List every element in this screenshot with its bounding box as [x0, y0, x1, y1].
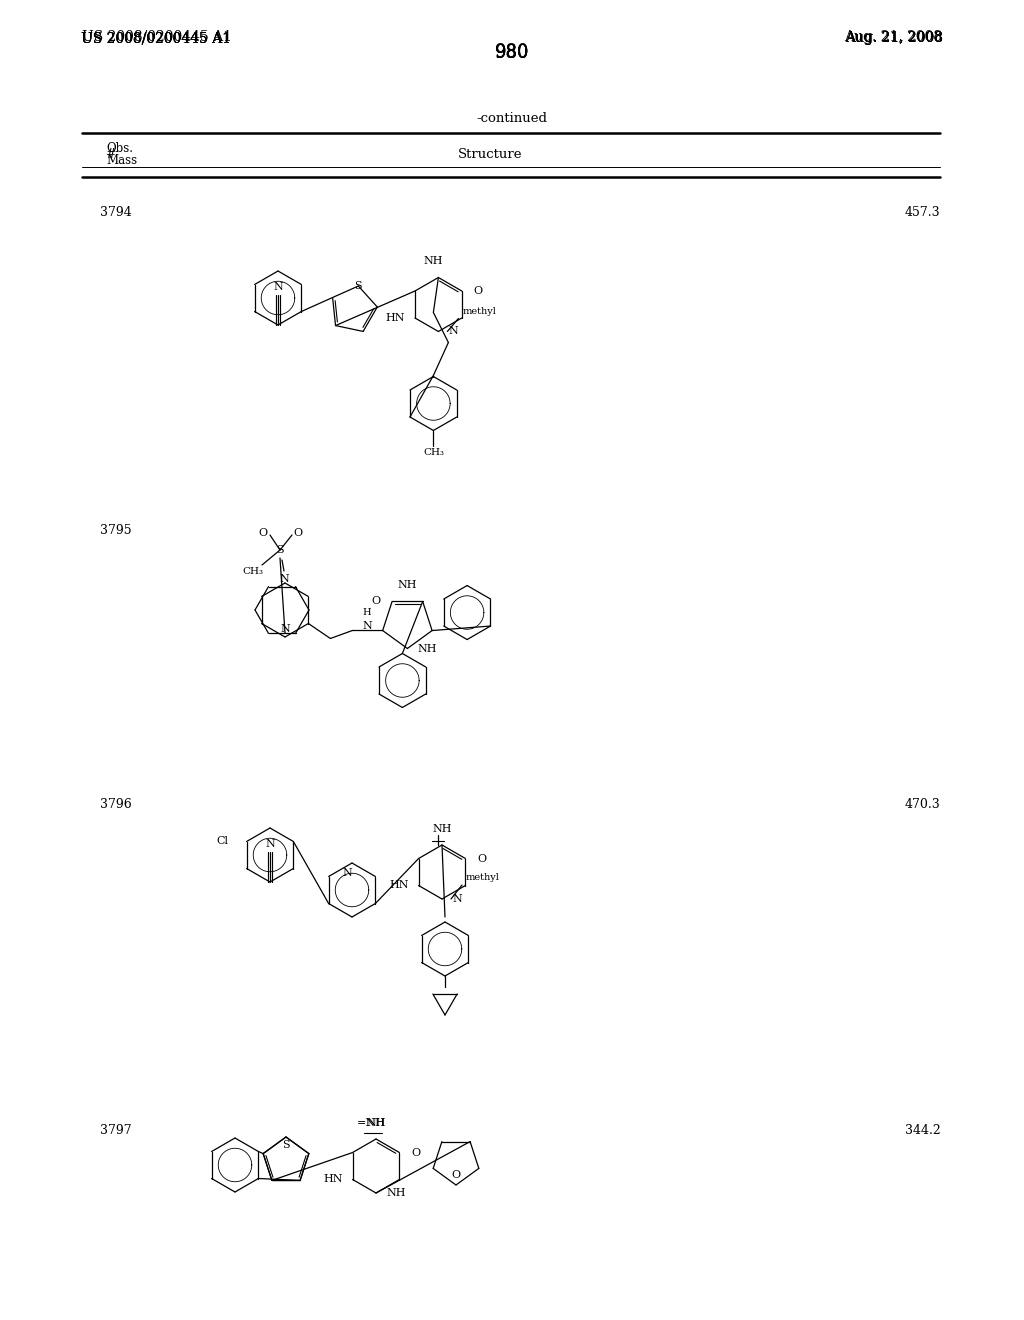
Text: HN: HN [324, 1175, 343, 1184]
Text: O: O [258, 528, 267, 539]
Text: Cl: Cl [217, 837, 228, 846]
Text: O: O [371, 597, 380, 606]
Text: O: O [474, 286, 483, 296]
Text: S: S [276, 545, 284, 554]
Text: 980: 980 [495, 42, 529, 61]
Text: HN: HN [389, 880, 409, 891]
Text: US 2008/0200445 A1: US 2008/0200445 A1 [81, 32, 230, 45]
Text: NH: NH [386, 1188, 406, 1199]
Text: O: O [477, 854, 486, 863]
Text: NH: NH [424, 256, 443, 267]
Text: N: N [280, 574, 289, 583]
Text: 470.3: 470.3 [905, 799, 941, 812]
Text: N: N [265, 840, 274, 849]
Text: Aug. 21, 2008: Aug. 21, 2008 [845, 32, 943, 45]
Text: 980: 980 [495, 44, 529, 62]
Text: Obs.: Obs. [106, 141, 133, 154]
Text: N: N [342, 869, 352, 878]
Text: NH: NH [367, 1118, 386, 1129]
Text: N: N [273, 282, 283, 292]
Text: US 2008/0200445 A1: US 2008/0200445 A1 [81, 32, 230, 45]
Text: 980: 980 [495, 44, 529, 62]
Text: NH: NH [432, 824, 452, 834]
Text: H: H [362, 609, 371, 616]
Text: Aug. 21, 2008: Aug. 21, 2008 [844, 30, 942, 44]
Text: O: O [452, 1170, 461, 1180]
Text: NH: NH [418, 644, 437, 653]
Text: 3794: 3794 [100, 206, 132, 219]
Text: N: N [449, 326, 458, 337]
Text: methyl: methyl [463, 308, 497, 315]
Text: US 2008/0200445 A1: US 2008/0200445 A1 [82, 30, 231, 44]
Text: N: N [281, 624, 290, 634]
Text: O: O [412, 1147, 421, 1158]
Text: Mass: Mass [106, 153, 137, 166]
Text: S: S [354, 281, 362, 290]
Text: N: N [452, 894, 462, 904]
Text: O: O [294, 528, 302, 539]
Text: Structure: Structure [458, 148, 522, 161]
Text: US 2008/0200445 A1: US 2008/0200445 A1 [81, 32, 230, 45]
Text: HN: HN [385, 313, 406, 323]
Text: -continued: -continued [476, 111, 548, 124]
Text: Aug. 21, 2008: Aug. 21, 2008 [845, 32, 943, 45]
Text: CH₃: CH₃ [423, 447, 443, 457]
Text: 3795: 3795 [100, 524, 132, 536]
Text: N: N [362, 620, 373, 631]
Text: CH₃: CH₃ [243, 568, 263, 577]
Text: 344.2: 344.2 [905, 1123, 941, 1137]
Text: Aug. 21, 2008: Aug. 21, 2008 [845, 32, 943, 45]
Text: 3796: 3796 [100, 799, 132, 812]
Text: 457.3: 457.3 [905, 206, 941, 219]
Text: NH: NH [397, 579, 417, 590]
Text: 980: 980 [495, 44, 529, 62]
Text: =NH: =NH [356, 1118, 385, 1129]
Text: S: S [283, 1140, 290, 1150]
Text: #: # [105, 148, 116, 161]
Text: 3797: 3797 [100, 1123, 132, 1137]
Text: methyl: methyl [466, 873, 500, 882]
